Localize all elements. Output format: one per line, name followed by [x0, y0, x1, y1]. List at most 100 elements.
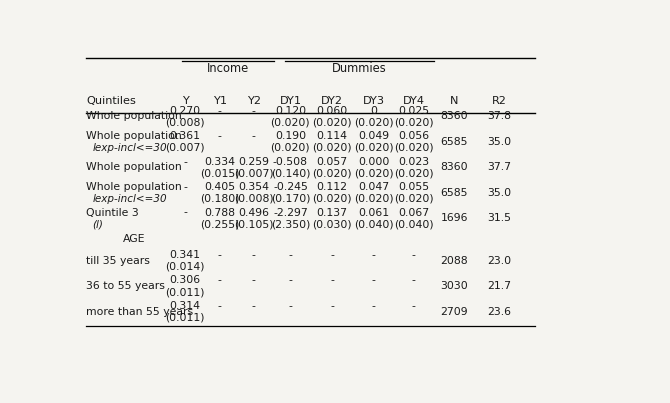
Text: (0.011): (0.011) — [165, 287, 205, 297]
Text: 0.061: 0.061 — [358, 208, 389, 218]
Text: Whole population: Whole population — [86, 111, 182, 121]
Text: till 35 years: till 35 years — [86, 256, 150, 266]
Text: Y2: Y2 — [247, 96, 261, 106]
Text: -: - — [218, 131, 222, 141]
Text: (0.040): (0.040) — [394, 219, 433, 229]
Text: Whole population: Whole population — [86, 162, 182, 172]
Text: 0.270: 0.270 — [170, 106, 200, 116]
Text: DY3: DY3 — [362, 96, 385, 106]
Text: (2.350): (2.350) — [271, 219, 310, 229]
Text: (0.020): (0.020) — [271, 118, 310, 127]
Text: (0.020): (0.020) — [271, 143, 310, 153]
Text: -: - — [252, 131, 255, 141]
Text: (0.007): (0.007) — [234, 168, 273, 179]
Text: (0.007): (0.007) — [165, 143, 205, 153]
Text: 21.7: 21.7 — [487, 281, 511, 291]
Text: (0.020): (0.020) — [394, 118, 433, 127]
Text: 0.023: 0.023 — [398, 157, 429, 166]
Text: (0.015): (0.015) — [200, 168, 240, 179]
Text: (0.020): (0.020) — [354, 118, 393, 127]
Text: -: - — [252, 276, 255, 285]
Text: (0.014): (0.014) — [165, 262, 205, 272]
Text: (0.255): (0.255) — [200, 219, 239, 229]
Text: (0.180): (0.180) — [200, 194, 240, 204]
Text: (0.020): (0.020) — [312, 143, 352, 153]
Text: Whole population: Whole population — [86, 182, 182, 192]
Text: 0.120: 0.120 — [275, 106, 306, 116]
Text: 0.114: 0.114 — [316, 131, 348, 141]
Text: Income: Income — [207, 62, 249, 75]
Text: 37.8: 37.8 — [487, 111, 511, 121]
Text: 6585: 6585 — [441, 188, 468, 197]
Text: -: - — [411, 276, 415, 285]
Text: (0.020): (0.020) — [312, 168, 352, 179]
Text: (0.020): (0.020) — [354, 143, 393, 153]
Text: 0.496: 0.496 — [238, 208, 269, 218]
Text: 8360: 8360 — [441, 162, 468, 172]
Text: 23.6: 23.6 — [487, 307, 511, 316]
Text: -: - — [183, 182, 187, 192]
Text: AGE: AGE — [123, 235, 145, 244]
Text: -: - — [183, 157, 187, 166]
Text: -: - — [218, 276, 222, 285]
Text: 2709: 2709 — [441, 307, 468, 316]
Text: 0.314: 0.314 — [170, 301, 200, 311]
Text: 0.190: 0.190 — [275, 131, 306, 141]
Text: (0.140): (0.140) — [271, 168, 310, 179]
Text: -: - — [289, 276, 292, 285]
Text: 0.334: 0.334 — [204, 157, 235, 166]
Text: (0.030): (0.030) — [312, 219, 352, 229]
Text: -: - — [330, 250, 334, 260]
Text: 0.047: 0.047 — [358, 182, 389, 192]
Text: 0.055: 0.055 — [398, 182, 429, 192]
Text: 37.7: 37.7 — [487, 162, 511, 172]
Text: Quintile 3: Quintile 3 — [86, 208, 139, 218]
Text: (0.020): (0.020) — [394, 194, 433, 204]
Text: 8360: 8360 — [441, 111, 468, 121]
Text: Y: Y — [182, 96, 188, 106]
Text: 23.0: 23.0 — [487, 256, 511, 266]
Text: Whole population: Whole population — [86, 131, 182, 141]
Text: 3030: 3030 — [441, 281, 468, 291]
Text: 6585: 6585 — [441, 137, 468, 147]
Text: -: - — [218, 106, 222, 116]
Text: -: - — [252, 301, 255, 311]
Text: -0.245: -0.245 — [273, 182, 308, 192]
Text: (0.020): (0.020) — [354, 194, 393, 204]
Text: -: - — [330, 301, 334, 311]
Text: 0.259: 0.259 — [238, 157, 269, 166]
Text: (0.020): (0.020) — [312, 118, 352, 127]
Text: (0.008): (0.008) — [234, 194, 273, 204]
Text: 0: 0 — [370, 106, 377, 116]
Text: 35.0: 35.0 — [487, 137, 511, 147]
Text: 0.354: 0.354 — [238, 182, 269, 192]
Text: 0.341: 0.341 — [170, 250, 200, 260]
Text: (0.170): (0.170) — [271, 194, 310, 204]
Text: (0.020): (0.020) — [354, 168, 393, 179]
Text: 0.056: 0.056 — [398, 131, 429, 141]
Text: 2088: 2088 — [441, 256, 468, 266]
Text: -: - — [411, 301, 415, 311]
Text: Y1: Y1 — [213, 96, 226, 106]
Text: N: N — [450, 96, 459, 106]
Text: lexp-incl<=30: lexp-incl<=30 — [92, 143, 168, 153]
Text: DY2: DY2 — [321, 96, 343, 106]
Text: lexp-incl<=30: lexp-incl<=30 — [92, 194, 168, 204]
Text: 0.306: 0.306 — [170, 276, 200, 285]
Text: 0.057: 0.057 — [316, 157, 348, 166]
Text: 35.0: 35.0 — [487, 188, 511, 197]
Text: Quintiles: Quintiles — [86, 96, 136, 106]
Text: Dummies: Dummies — [332, 62, 387, 75]
Text: 0.405: 0.405 — [204, 182, 235, 192]
Text: -2.297: -2.297 — [273, 208, 308, 218]
Text: 0.000: 0.000 — [358, 157, 389, 166]
Text: (0.008): (0.008) — [165, 118, 205, 127]
Text: -: - — [218, 250, 222, 260]
Text: (0.020): (0.020) — [312, 194, 352, 204]
Text: more than 55 years: more than 55 years — [86, 307, 194, 316]
Text: (0.105): (0.105) — [234, 219, 273, 229]
Text: 36 to 55 years: 36 to 55 years — [86, 281, 165, 291]
Text: -: - — [289, 301, 292, 311]
Text: -: - — [218, 301, 222, 311]
Text: -: - — [252, 106, 255, 116]
